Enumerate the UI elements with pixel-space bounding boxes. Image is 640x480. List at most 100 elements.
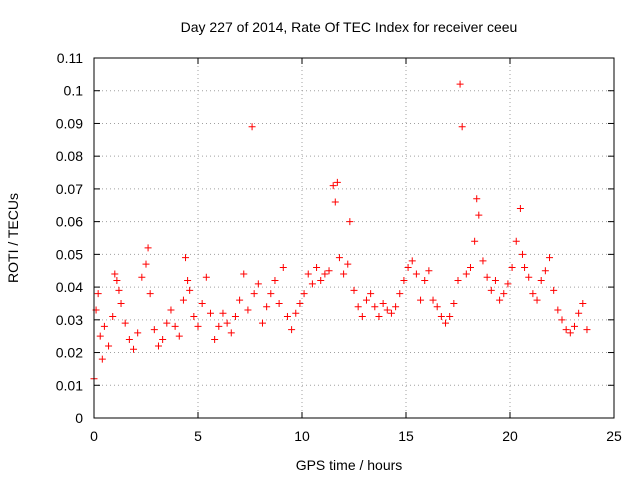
data-point [223, 319, 231, 327]
data-point [109, 313, 117, 321]
data-point [125, 335, 133, 343]
data-point [144, 244, 152, 252]
data-point [442, 319, 450, 327]
y-tick-label: 0 [75, 410, 83, 426]
data-point [392, 303, 400, 311]
y-tick-label: 0.11 [57, 50, 83, 66]
data-point [182, 254, 190, 262]
data-point [450, 299, 458, 307]
plot-frame [93, 57, 615, 419]
data-point [521, 263, 529, 271]
data-point [250, 290, 258, 298]
x-tick-label: 20 [502, 428, 518, 444]
data-point [570, 322, 578, 330]
data-point [458, 123, 466, 131]
data-point [518, 250, 526, 258]
data-point [240, 270, 248, 278]
data-point [105, 342, 113, 350]
data-point [267, 290, 275, 298]
data-point [198, 299, 206, 307]
data-point [329, 182, 337, 190]
data-point [231, 313, 239, 321]
y-tick-label: 0.09 [56, 115, 83, 131]
data-point [142, 260, 150, 268]
data-point [500, 290, 508, 298]
data-point [358, 313, 366, 321]
data-point [288, 326, 296, 334]
data-point [94, 290, 102, 298]
data-point [421, 277, 429, 285]
y-tick-label: 0.07 [56, 181, 83, 197]
data-point [111, 270, 119, 278]
data-point [583, 326, 591, 334]
data-point [471, 237, 479, 245]
data-point [425, 267, 433, 275]
x-axis-label: GPS time / hours [296, 457, 403, 473]
x-tick-label: 10 [294, 428, 310, 444]
data-point [404, 263, 412, 271]
data-point [566, 329, 574, 337]
grid-layer [94, 58, 614, 418]
data-point [184, 277, 192, 285]
data-point [546, 254, 554, 262]
data-point [300, 290, 308, 298]
data-point [479, 257, 487, 265]
data-point [562, 326, 570, 334]
x-tick-label: 25 [606, 428, 622, 444]
data-point [354, 303, 362, 311]
data-point [138, 273, 146, 281]
data-point [344, 260, 352, 268]
chart-title: Day 227 of 2014, Rate Of TEC Index for r… [181, 19, 518, 35]
data-point [383, 306, 391, 314]
data-point [333, 178, 341, 186]
data-point [375, 313, 383, 321]
axis-ticks: 0 0.01 0.02 0.03 0.04 0.05 0.06 0.07 0.08 0.09 0.1… [56, 50, 622, 444]
data-point [350, 286, 358, 294]
data-point [186, 286, 194, 294]
data-point [533, 296, 541, 304]
y-tick-label: 0.01 [56, 377, 83, 393]
y-tick-label: 0.05 [56, 246, 83, 262]
data-point [275, 299, 283, 307]
data-point [121, 319, 129, 327]
data-point [325, 267, 333, 275]
data-point [529, 290, 537, 298]
data-point [227, 329, 235, 337]
data-point [98, 355, 106, 363]
data-point [371, 303, 379, 311]
data-point [456, 80, 464, 88]
data-point [558, 316, 566, 324]
data-point [113, 277, 121, 285]
x-tick-label: 0 [90, 428, 98, 444]
data-point [313, 263, 321, 271]
data-point [296, 299, 304, 307]
data-point [308, 280, 316, 288]
data-point [537, 277, 545, 285]
data-point [512, 237, 520, 245]
data-point [194, 322, 202, 330]
data-point [100, 322, 108, 330]
y-tick-label: 0.08 [56, 148, 83, 164]
data-point [550, 286, 558, 294]
data-point [516, 205, 524, 213]
data-points [90, 80, 591, 383]
data-point [263, 303, 271, 311]
data-point [331, 198, 339, 206]
data-point [248, 123, 256, 131]
data-point [508, 263, 516, 271]
data-point [429, 296, 437, 304]
data-point [408, 257, 416, 265]
data-point [292, 309, 300, 317]
data-point [171, 322, 179, 330]
data-point [396, 290, 404, 298]
data-point [321, 270, 329, 278]
y-tick-label: 0.02 [56, 345, 83, 361]
data-point [317, 277, 325, 285]
data-point [130, 345, 138, 353]
data-point [117, 299, 125, 307]
data-point [211, 335, 219, 343]
data-point [167, 306, 175, 314]
y-tick-label: 0.1 [64, 83, 84, 99]
data-point [454, 277, 462, 285]
